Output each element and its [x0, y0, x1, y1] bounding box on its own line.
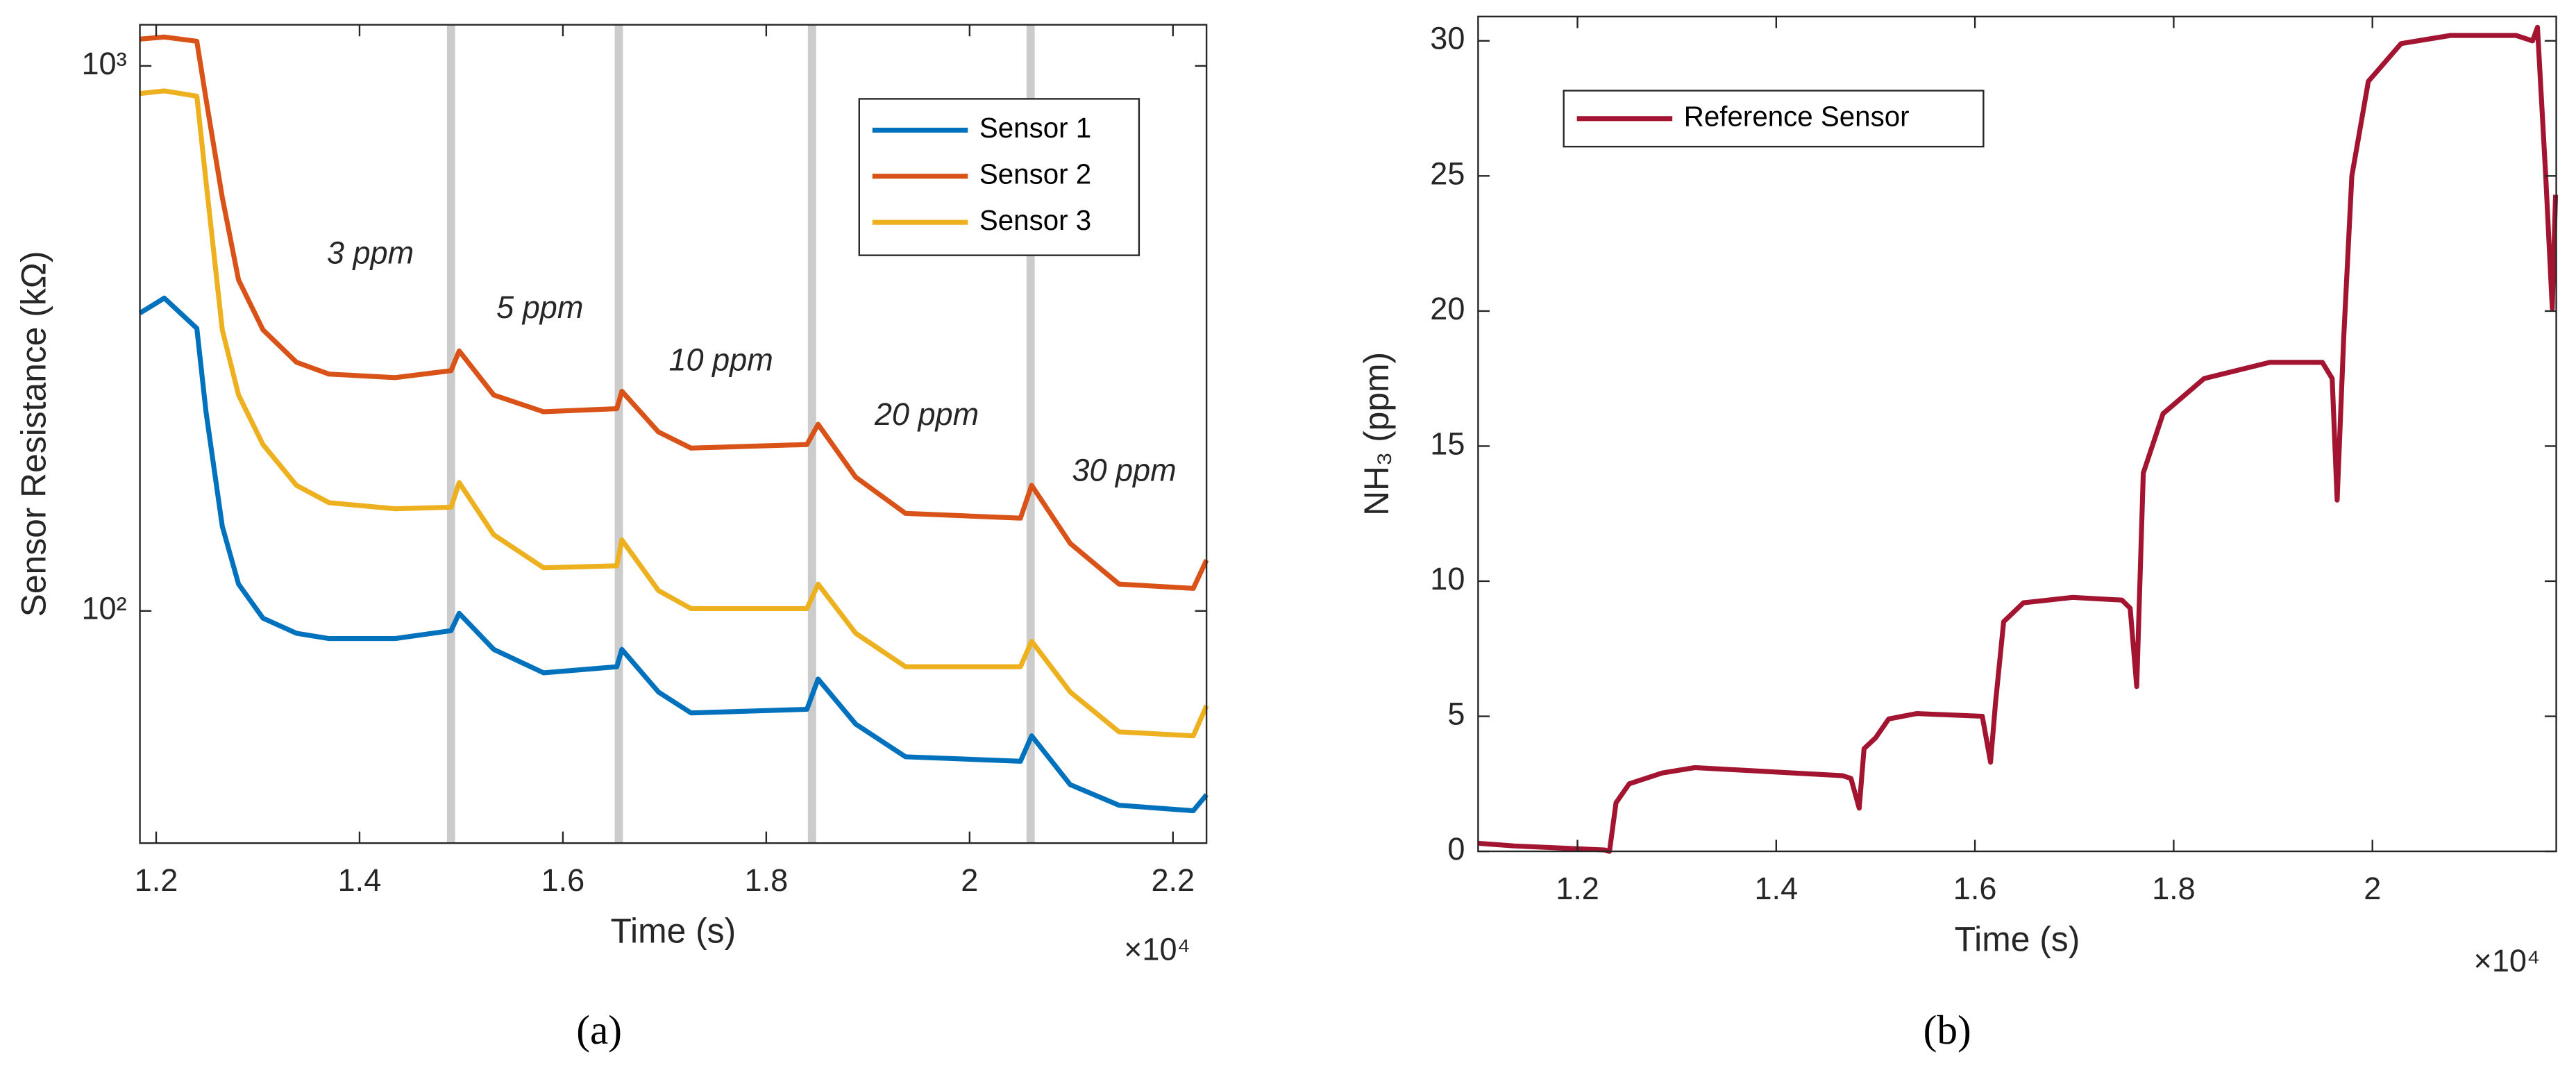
x-tick-label: 1.2 [135, 862, 178, 898]
panel-label: (b) [1923, 1007, 1971, 1053]
y-tick-label: 25 [1430, 156, 1465, 191]
y-tick-label: 0 [1447, 831, 1465, 867]
series-line [138, 295, 1209, 814]
y-axis-label: NH₃ (ppm) [1357, 352, 1396, 516]
x-tick-label: 2.2 [1151, 862, 1195, 898]
series-line [1478, 24, 2559, 854]
axes-box [139, 24, 1208, 844]
annotation: 10 ppm [668, 342, 773, 378]
legend-label: Sensor 3 [979, 205, 1091, 236]
x-tick-label: 1.4 [338, 862, 382, 898]
x-multiplier: ×10⁴ [2474, 943, 2541, 978]
x-tick-label: 1.4 [1755, 871, 1799, 906]
y-tick-label: 10³ [81, 46, 126, 81]
y-tick-label: 10 [1430, 561, 1465, 596]
y-tick-label: 5 [1447, 696, 1465, 731]
axes-box [1477, 15, 2557, 853]
legend-label: Sensor 2 [979, 158, 1091, 190]
x-axis-label: Time (s) [611, 912, 736, 951]
y-tick-label: 15 [1430, 426, 1465, 461]
x-axis-label: Time (s) [1955, 920, 2080, 959]
y-tick-label: 10² [81, 591, 126, 626]
series-line [140, 34, 1209, 591]
x-multiplier: ×10⁴ [1124, 932, 1190, 967]
x-tick-label: 2 [2364, 871, 2381, 906]
highlight-band [1026, 24, 1035, 844]
x-tick-label: 1.6 [1953, 871, 1997, 906]
legend-label: Reference Sensor [1684, 101, 1910, 132]
x-tick-label: 1.6 [541, 862, 585, 898]
annotation: 5 ppm [496, 290, 583, 325]
x-tick-label: 2 [961, 862, 978, 898]
highlight-band [446, 24, 455, 844]
x-tick-label: 1.8 [745, 862, 789, 898]
x-tick-label: 1.8 [2152, 871, 2196, 906]
highlight-band [614, 24, 623, 844]
y-axis-label: Sensor Resistance (kΩ) [14, 251, 53, 617]
x-tick-label: 1.2 [1556, 871, 1599, 906]
panel-label: (a) [576, 1007, 622, 1053]
annotation: 30 ppm [1072, 453, 1176, 488]
legend-label: Sensor 1 [979, 112, 1091, 144]
y-tick-label: 20 [1430, 291, 1465, 326]
series-line [140, 88, 1209, 739]
y-tick-label: 30 [1430, 21, 1465, 56]
annotation: 3 ppm [327, 235, 414, 271]
annotation: 20 ppm [874, 396, 979, 432]
